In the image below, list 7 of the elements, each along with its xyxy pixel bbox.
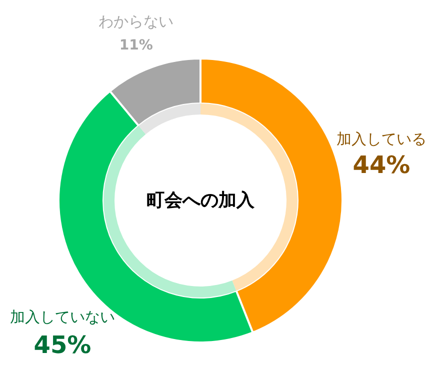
slice-label: 加入していない [10,308,115,326]
slice-label: 加入している [336,130,426,148]
slice-label: わからない [98,12,174,30]
text: 町会への加入 [146,190,256,211]
text: 11% [119,38,153,54]
text: 45% [34,331,92,360]
text: 44% [352,150,410,179]
